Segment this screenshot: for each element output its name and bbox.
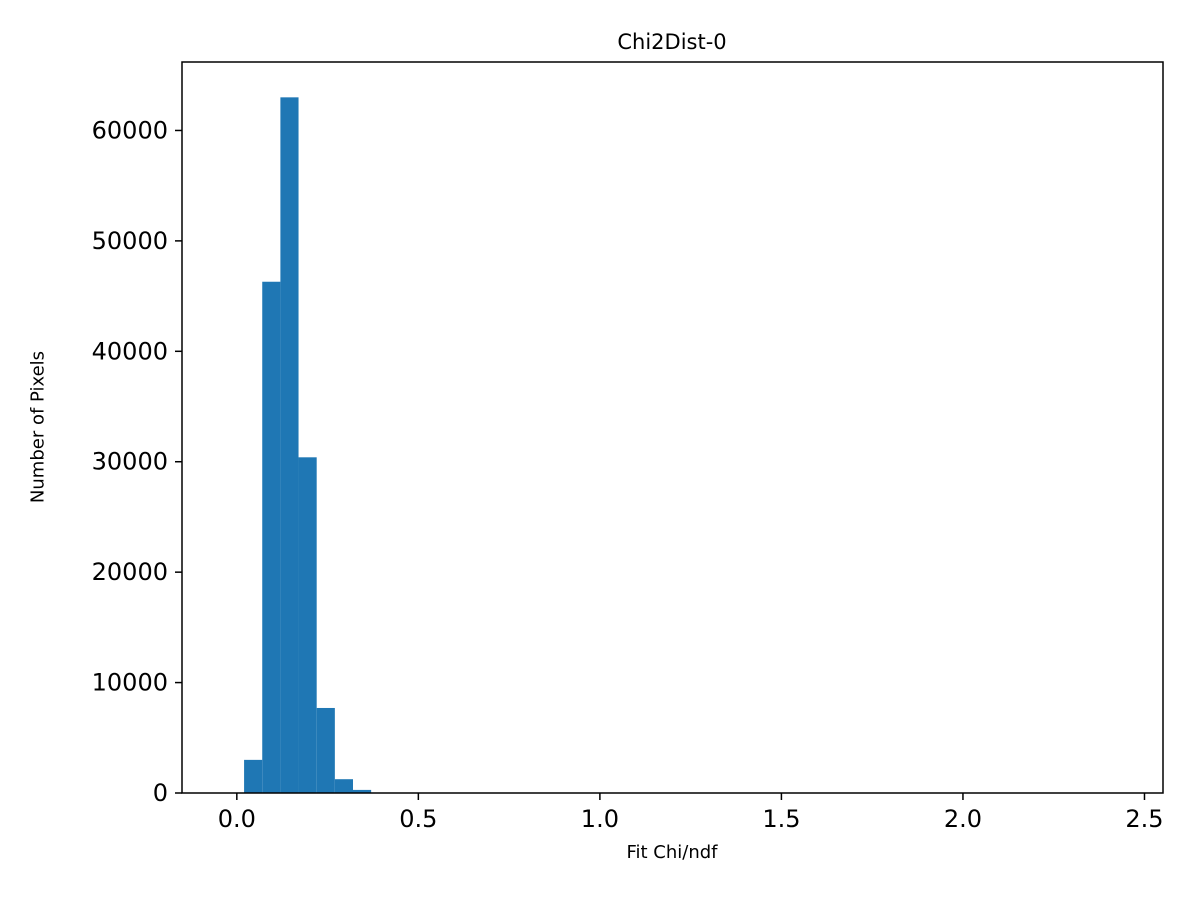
axes-spines bbox=[181, 61, 1164, 794]
histogram-bar bbox=[353, 789, 372, 793]
histogram-bar bbox=[298, 457, 317, 793]
y-tick-label: 10000 bbox=[92, 669, 168, 697]
x-tick-label: 2.0 bbox=[944, 805, 982, 833]
y-tick-label: 20000 bbox=[92, 558, 168, 586]
x-axis-label: Fit Chi/ndf bbox=[626, 842, 718, 863]
x-tick-label: 2.5 bbox=[1125, 805, 1163, 833]
histogram-bar bbox=[334, 779, 353, 793]
y-tick-label: 40000 bbox=[92, 337, 168, 365]
histogram-bar bbox=[316, 707, 335, 793]
y-tick-label: 50000 bbox=[92, 227, 168, 255]
x-tick-label: 0.0 bbox=[218, 805, 256, 833]
x-tick-label: 0.5 bbox=[399, 805, 437, 833]
histogram-bar bbox=[280, 97, 299, 794]
x-tick-label: 1.0 bbox=[581, 805, 619, 833]
y-axis-label: Number of Pixels bbox=[27, 350, 49, 504]
x-tick-label: 1.5 bbox=[762, 805, 800, 833]
y-tick-label: 0 bbox=[153, 779, 168, 807]
y-tick-label: 30000 bbox=[92, 448, 168, 476]
histogram-bar bbox=[244, 759, 263, 793]
chart-title: Chi2Dist-0 bbox=[617, 30, 727, 54]
y-tick-label: 60000 bbox=[92, 116, 168, 144]
histogram-bar bbox=[262, 281, 281, 793]
